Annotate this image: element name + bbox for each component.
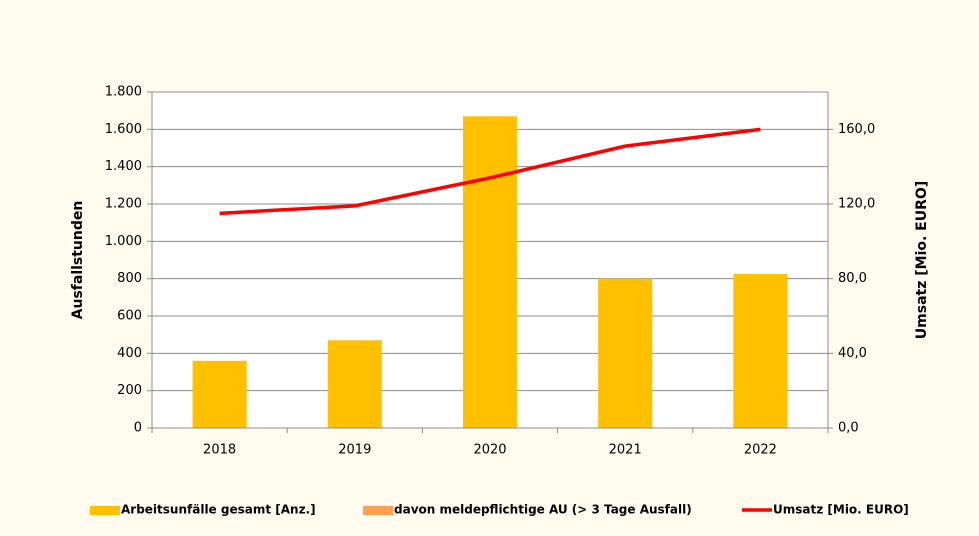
legend-label: Umsatz [Mio. EURO] — [773, 503, 909, 517]
y2-axis-label: Umsatz [Mio. EURO] — [914, 181, 930, 339]
y-tick-label: 1.200 — [105, 197, 142, 212]
y-tick-label: 800 — [117, 271, 142, 286]
legend-swatch — [363, 506, 393, 515]
bar — [733, 274, 788, 428]
x-tick-label: 2022 — [744, 443, 777, 458]
bar — [462, 116, 518, 429]
y2-tick-label: 80,0 — [838, 271, 867, 286]
y2-tick-label: 40,0 — [838, 346, 867, 361]
y2-tick-label: 0,0 — [838, 421, 859, 436]
bar — [192, 360, 247, 428]
y2-tick-label: 120,0 — [838, 197, 875, 212]
x-tick-label: 2021 — [609, 443, 642, 458]
x-tick-label: 2019 — [338, 443, 371, 458]
bar — [598, 278, 653, 428]
y-tick-label: 1.600 — [105, 122, 142, 137]
y-tick-label: 600 — [117, 309, 142, 324]
y-tick-label: 1.400 — [105, 159, 142, 174]
y-tick-label: 200 — [117, 383, 142, 398]
bar — [327, 340, 382, 428]
legend-label: Arbeitsunfälle gesamt [Anz.] — [121, 503, 316, 517]
y-tick-label: 400 — [117, 346, 142, 361]
y2-tick-label: 160,0 — [838, 122, 875, 137]
y-axis-label: Ausfallstunden — [70, 201, 86, 320]
y-tick-label: 1.800 — [105, 85, 142, 100]
x-tick-label: 2018 — [203, 443, 236, 458]
legend-label: davon meldepflichtige AU (> 3 Tage Ausfa… — [394, 503, 692, 517]
legend-swatch — [90, 506, 120, 515]
y-tick-label: 1.000 — [105, 234, 142, 249]
x-tick-label: 2020 — [473, 443, 506, 458]
y-tick-label: 0 — [134, 421, 142, 436]
line — [219, 127, 761, 216]
